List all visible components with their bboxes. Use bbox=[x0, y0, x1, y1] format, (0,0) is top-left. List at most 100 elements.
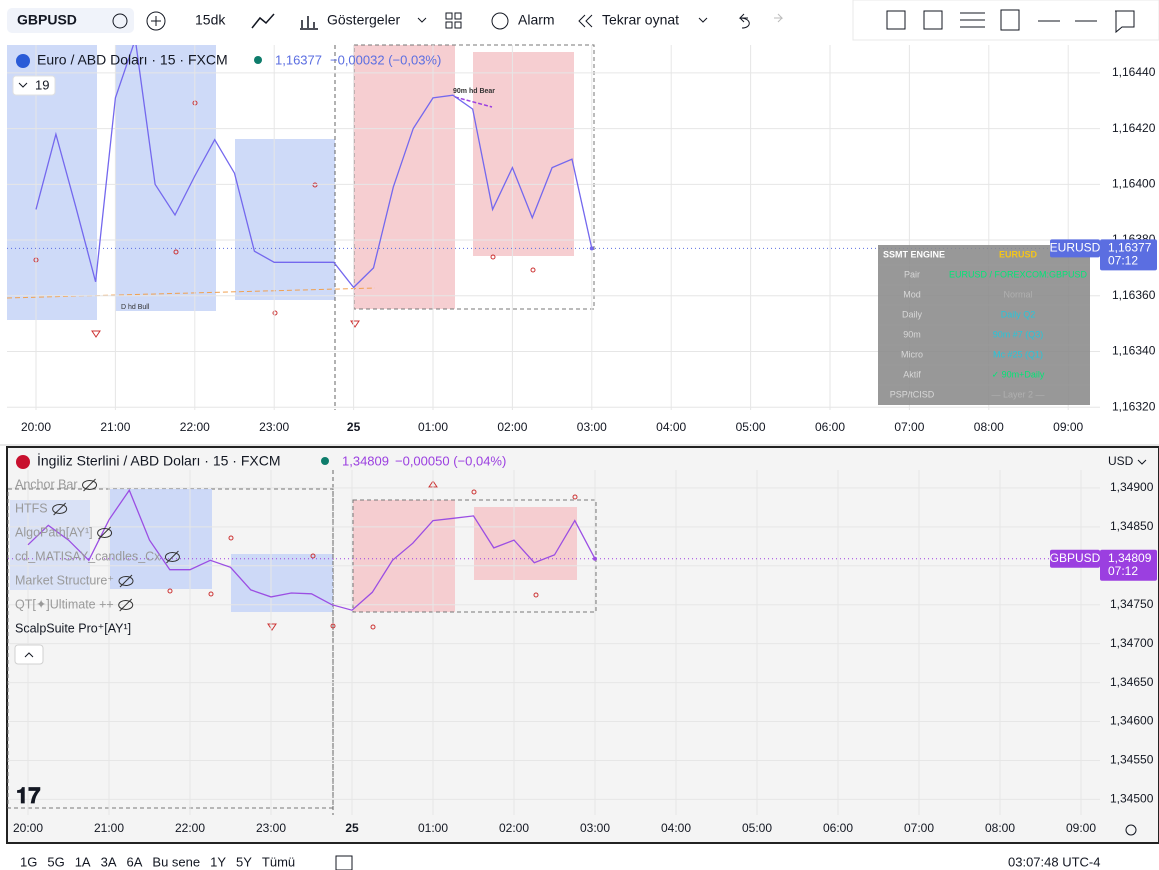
plus bbox=[151, 16, 161, 26]
indicator-name[interactable]: HTFS bbox=[15, 501, 48, 515]
replay[interactable]: Tekrar oynat bbox=[602, 12, 679, 28]
undo[interactable] bbox=[738, 13, 750, 29]
symbol-search[interactable] bbox=[7, 8, 134, 33]
y-tick-label: 1,34900 bbox=[1110, 480, 1154, 494]
x-tick-label: 21:00 bbox=[100, 420, 130, 434]
replay-icon[interactable] bbox=[578, 14, 593, 28]
marker bbox=[533, 592, 539, 598]
last-point bbox=[593, 556, 597, 561]
indicator-name[interactable]: Anchor Bar bbox=[15, 477, 78, 491]
range-button[interactable]: 5G bbox=[47, 854, 64, 869]
chevron bbox=[24, 652, 34, 658]
visibility-icon[interactable] bbox=[164, 552, 180, 562]
table-label: Micro bbox=[901, 349, 923, 359]
table-value: EURUSD / FOREXCOM:GBPUSD bbox=[949, 269, 1088, 279]
price-change: −0,00032 (−0,03%) bbox=[330, 52, 441, 67]
range-button[interactable]: 3A bbox=[101, 854, 117, 869]
range-button[interactable]: 6A bbox=[127, 854, 143, 869]
bull-zone bbox=[10, 500, 90, 590]
price-tag-label: 1,16377 bbox=[1108, 241, 1152, 255]
bull-zone bbox=[115, 45, 216, 311]
pane-legend: İngiliz Sterlini / ABD Doları · 15 · FXC… bbox=[14, 452, 1147, 836]
indicator-name[interactable]: AlgoPath[AY¹] bbox=[15, 525, 93, 539]
bear-zone bbox=[353, 500, 455, 612]
range-button[interactable]: 5Y bbox=[236, 854, 252, 869]
marker bbox=[310, 553, 316, 559]
x-tick-label: 09:00 bbox=[1053, 420, 1083, 434]
compare-button[interactable] bbox=[146, 11, 166, 31]
marker bbox=[471, 489, 477, 495]
visibility-slash bbox=[166, 550, 179, 564]
range-button[interactable]: Tümü bbox=[262, 854, 295, 869]
visibility-slash bbox=[98, 526, 111, 540]
symbol[interactable]: GBPUSD bbox=[17, 12, 77, 28]
symbol-icon[interactable] bbox=[112, 13, 128, 29]
indicators[interactable]: Göstergeler bbox=[327, 12, 400, 28]
y-tick-label: 1,34700 bbox=[1110, 636, 1154, 650]
marker bbox=[173, 249, 179, 255]
table-label: Pair bbox=[904, 269, 920, 279]
indicator-name[interactable]: QT[✦]Ultimate ++ bbox=[15, 597, 114, 611]
annotation: 90m hd Bear bbox=[453, 88, 495, 95]
collapse-button[interactable] bbox=[14, 644, 44, 665]
zones bbox=[6, 44, 595, 410]
visibility-slash bbox=[53, 502, 66, 516]
alarm[interactable]: Alarm bbox=[518, 12, 555, 28]
y-tick-label: 1,34600 bbox=[1110, 714, 1154, 728]
indicator-name[interactable]: cd_MATISAY_candles_Cx bbox=[15, 549, 161, 563]
bear-zone bbox=[473, 52, 574, 256]
table-value: Normal bbox=[1003, 289, 1032, 299]
range-button[interactable]: 1G bbox=[20, 854, 37, 869]
y-tick-label: 1,16340 bbox=[1112, 344, 1156, 358]
symbol-title: İngiliz Sterlini / ABD Doları · 15 · FXC… bbox=[37, 452, 281, 469]
range-button[interactable]: 1A bbox=[75, 854, 91, 869]
range-button[interactable]: Bu sene bbox=[152, 854, 200, 869]
tool[interactable] bbox=[1000, 9, 1020, 31]
marker bbox=[272, 310, 278, 316]
tool[interactable] bbox=[923, 10, 943, 30]
table-label: PSP/tCISD bbox=[890, 389, 935, 399]
visibility-icon[interactable] bbox=[118, 600, 134, 610]
interval[interactable]: 15dk bbox=[195, 12, 226, 28]
visibility-icon[interactable] bbox=[97, 528, 113, 538]
symbol-title: Euro / ABD Doları · 15 · FXCM bbox=[37, 52, 228, 68]
visibility-icon[interactable] bbox=[118, 576, 134, 586]
marker bbox=[228, 535, 234, 541]
tool[interactable] bbox=[886, 10, 906, 30]
tool[interactable] bbox=[960, 12, 985, 28]
symbol-tag bbox=[1050, 549, 1100, 568]
range-box bbox=[352, 499, 597, 613]
date-picker[interactable] bbox=[335, 855, 353, 870]
marker bbox=[267, 623, 277, 631]
market-status bbox=[321, 457, 329, 465]
currency[interactable]: USD bbox=[1108, 454, 1134, 468]
layouts-icon[interactable] bbox=[445, 12, 453, 20]
redo[interactable] bbox=[774, 13, 784, 23]
indicator-name[interactable]: Market Structure⁺ bbox=[15, 573, 114, 587]
countdown: 07:12 bbox=[1108, 254, 1138, 268]
chevron bbox=[18, 82, 28, 88]
y-tick-label: 1,16320 bbox=[1112, 399, 1156, 413]
y-tick-label: 1,16400 bbox=[1112, 176, 1156, 190]
x-tick-label: 05:00 bbox=[742, 821, 772, 835]
indicator-name[interactable]: ScalpSuite Pro⁺[AY¹] bbox=[15, 621, 131, 635]
visibility-icon[interactable] bbox=[82, 480, 98, 490]
collapse-button[interactable] bbox=[12, 75, 56, 96]
x-tick-label: 23:00 bbox=[259, 420, 289, 434]
visibility-icon[interactable] bbox=[52, 504, 68, 514]
flag-icon bbox=[16, 455, 30, 469]
settings-icon[interactable] bbox=[1125, 824, 1137, 836]
x-tick-label: 22:00 bbox=[180, 420, 210, 434]
table-value: ✓ 90m+Daily bbox=[992, 369, 1045, 379]
marker bbox=[370, 624, 376, 630]
layouts-icon bbox=[445, 21, 453, 29]
alarm-icon[interactable] bbox=[491, 12, 509, 30]
tool[interactable] bbox=[1115, 10, 1135, 34]
chart-type[interactable] bbox=[251, 13, 275, 29]
table-label: Aktif bbox=[903, 369, 921, 379]
range-button[interactable]: 1Y bbox=[210, 854, 226, 869]
table-label: Daily bbox=[902, 309, 923, 319]
indicators-icon[interactable] bbox=[300, 16, 318, 30]
x-tick-label: 20:00 bbox=[13, 821, 43, 835]
